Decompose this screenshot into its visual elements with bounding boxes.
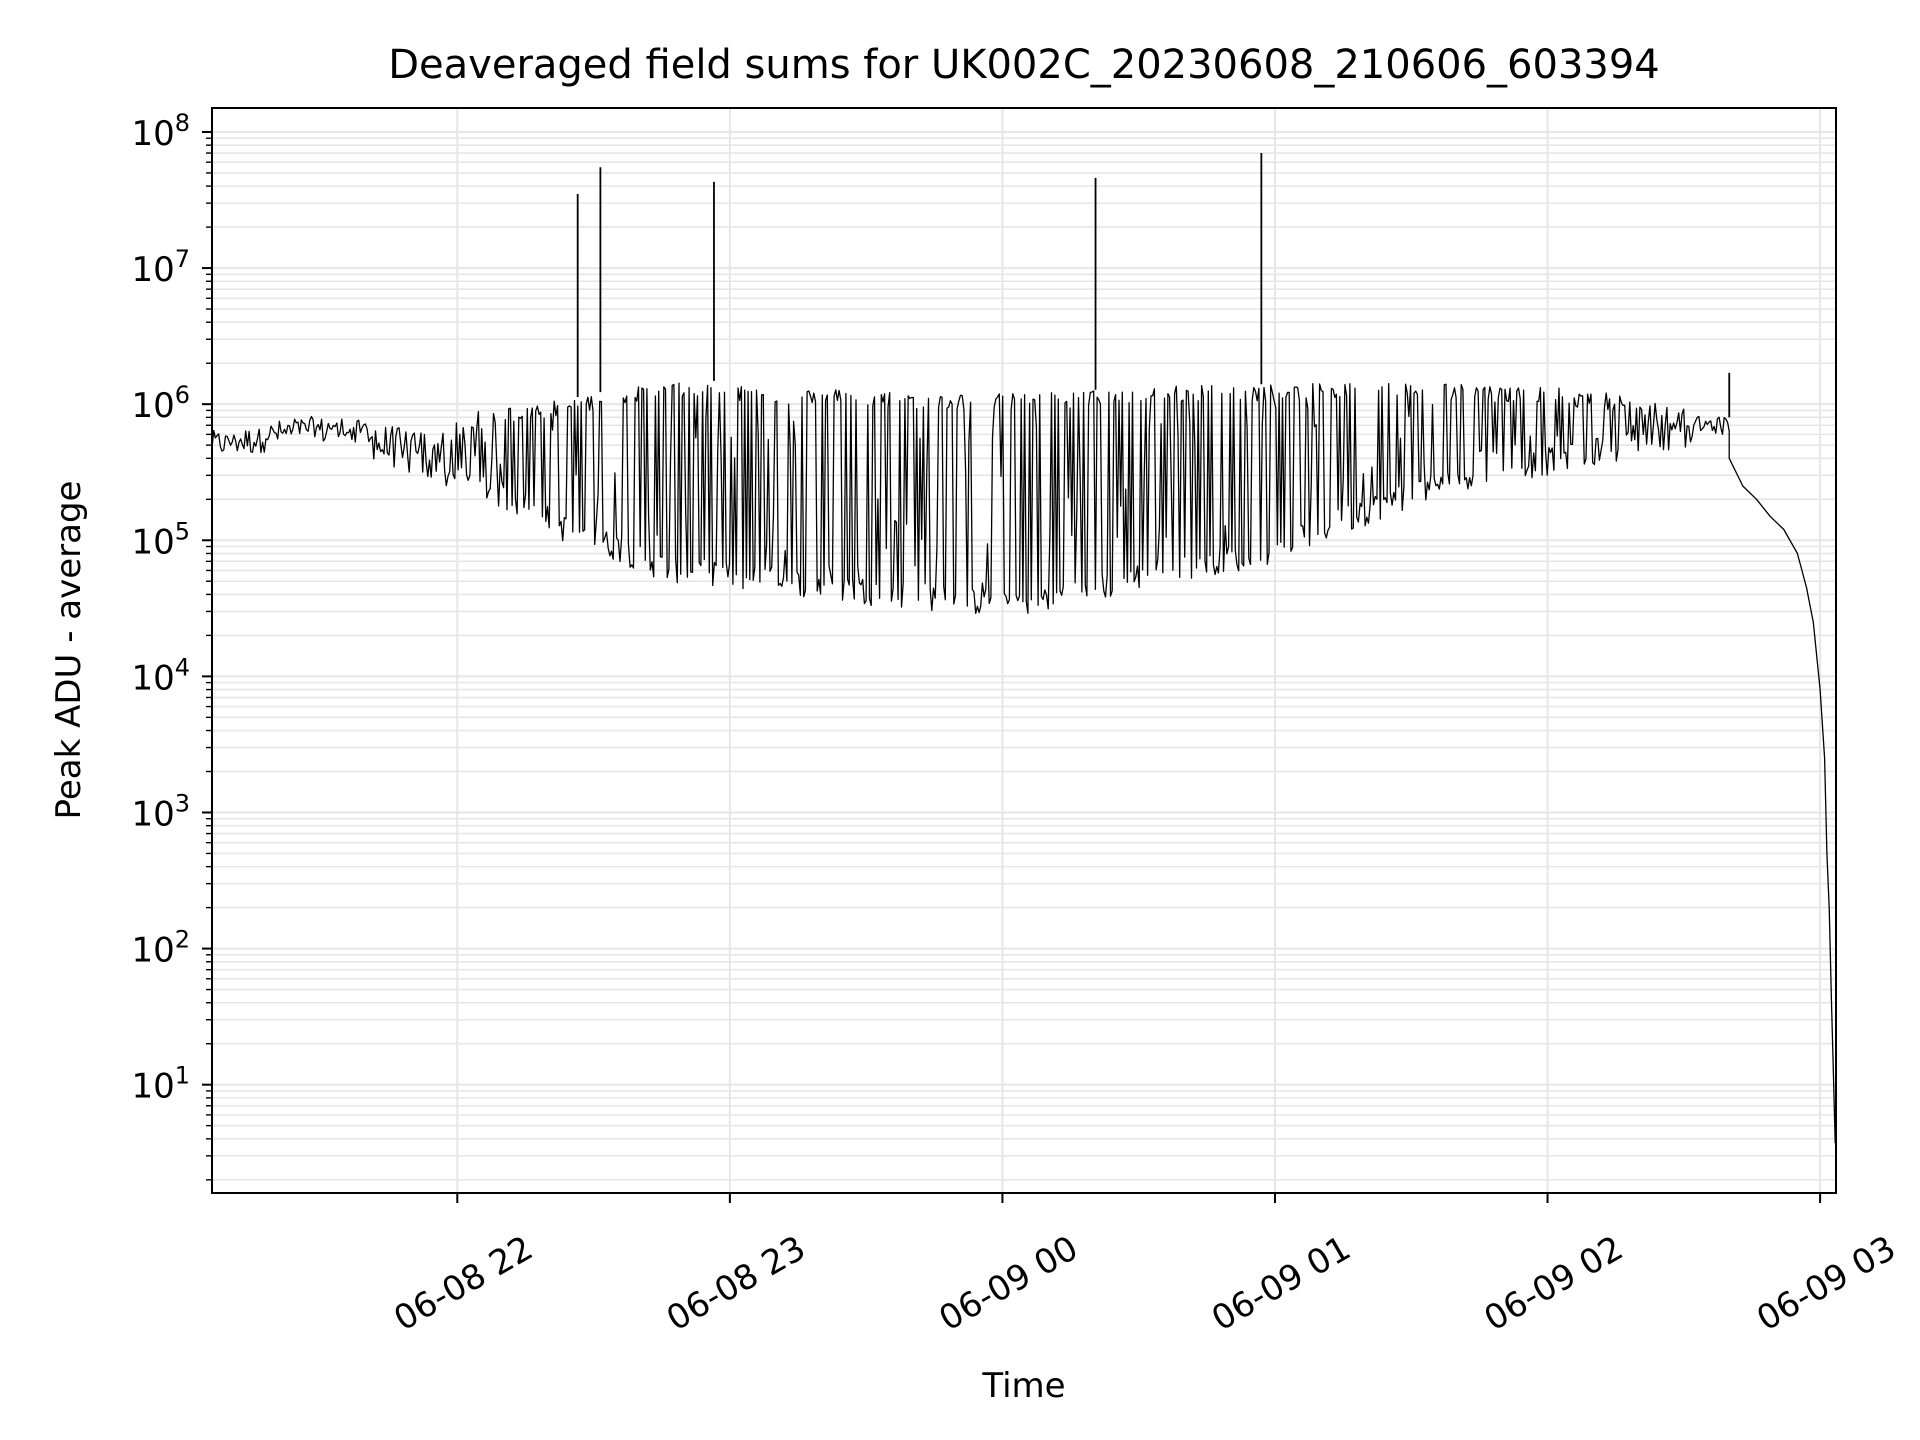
chart-title: Deaveraged field sums for UK002C_2023060… (388, 42, 1659, 88)
y-tick-label: 101 (131, 1062, 190, 1107)
y-tick-label: 108 (131, 109, 190, 154)
y-tick-label: 102 (131, 926, 190, 971)
plot-frame (211, 107, 1837, 1194)
x-axis-label: Time (981, 1366, 1065, 1406)
y-tick-label: 103 (131, 789, 190, 834)
y-axis-label: Peak ADU - average (49, 481, 89, 820)
y-tick-label: 106 (131, 381, 190, 426)
series-path (211, 382, 1836, 1144)
grid-lines (212, 108, 1836, 1193)
y-tick-label: 104 (131, 653, 190, 698)
y-tick-label: 105 (131, 517, 190, 562)
y-tick-label: 107 (131, 245, 190, 290)
series-line (211, 153, 1836, 1144)
